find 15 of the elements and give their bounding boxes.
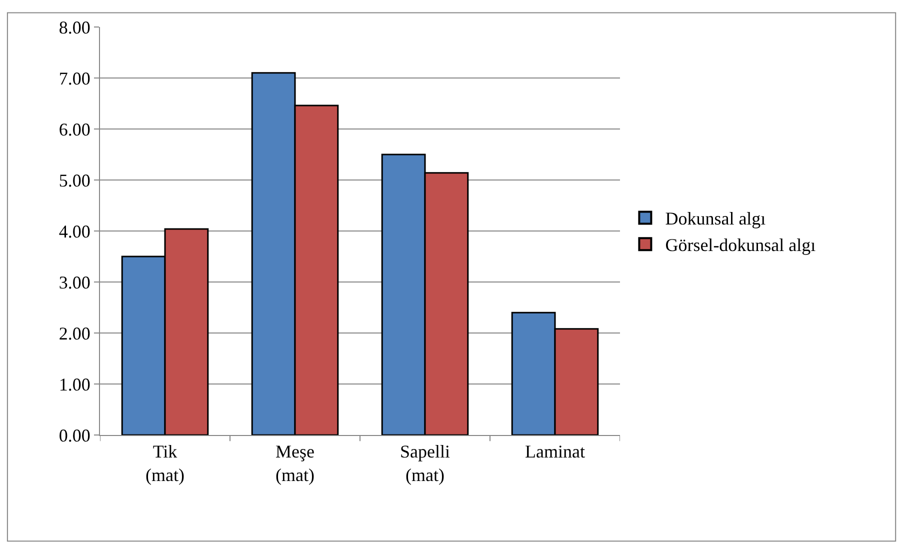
y-tick-label: 0.00 xyxy=(58,425,90,446)
y-tick-label: 2.00 xyxy=(58,323,90,344)
legend-label: Dokunsal algı xyxy=(665,208,766,229)
x-tick-label: Tik (mat) xyxy=(146,442,184,485)
y-tick-label: 5.00 xyxy=(58,170,90,190)
y-tick-label: 6.00 xyxy=(58,119,90,140)
y-tick-label: 4.00 xyxy=(58,221,90,242)
x-tick-label: Meşe (mat) xyxy=(276,442,314,485)
legend-label: Görsel-dokunsal algı xyxy=(665,235,816,256)
y-tick-label: 1.00 xyxy=(58,374,90,394)
y-tick-label: 3.00 xyxy=(58,272,90,292)
y-tick-label: 7.00 xyxy=(58,68,90,88)
y-tick-label: 8.00 xyxy=(58,17,90,38)
x-tick-label: Sapelli (mat) xyxy=(400,442,450,485)
x-tick-label: Laminat xyxy=(525,442,585,462)
